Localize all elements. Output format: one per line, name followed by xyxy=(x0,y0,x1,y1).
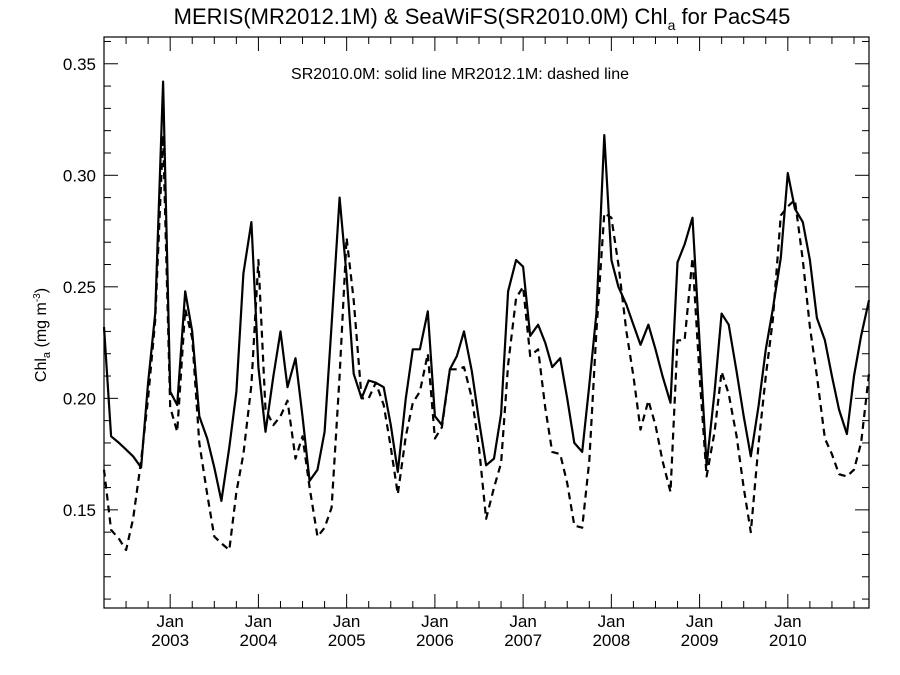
x-tick-month: Jan xyxy=(333,612,360,631)
y-tick-labels: 0.15 0.20 0.25 0.30 0.35 xyxy=(63,55,96,520)
x-tick-year: 2006 xyxy=(416,631,454,650)
x-tick-year: 2005 xyxy=(328,631,366,650)
x-tick-year: 2010 xyxy=(769,631,807,650)
x-tick-month: Jan xyxy=(598,612,625,631)
x-tick-month: Jan xyxy=(686,612,713,631)
x-tick-month: Jan xyxy=(245,612,272,631)
x-tick-month: Jan xyxy=(421,612,448,631)
x-tick-month: Jan xyxy=(156,612,183,631)
legend-annotation: SR2010.0M: solid line MR2012.1M: dashed … xyxy=(291,66,629,83)
x-tick-labels: Jan2003Jan2004Jan2005Jan2006Jan2007Jan20… xyxy=(151,612,806,650)
x-tick-year: 2007 xyxy=(504,631,542,650)
axis-ticks xyxy=(103,37,869,608)
series-line-dashed xyxy=(102,134,871,552)
plot-frame xyxy=(103,36,870,609)
y-tick-label: 0.15 xyxy=(63,501,96,520)
x-tick-month: Jan xyxy=(774,612,801,631)
x-tick-month: Jan xyxy=(509,612,536,631)
y-axis-label: Chla (mg m-3) xyxy=(32,288,53,382)
chart-title: MERIS(MR2012.1M) & SeaWiFS(SR2010.0M) Ch… xyxy=(174,4,791,33)
y-tick-label: 0.20 xyxy=(63,389,96,408)
y-tick-label: 0.30 xyxy=(63,166,96,185)
series-line-solid xyxy=(102,80,871,502)
x-tick-year: 2008 xyxy=(592,631,630,650)
y-tick-label: 0.35 xyxy=(63,55,96,74)
x-tick-year: 2003 xyxy=(151,631,189,650)
y-tick-label: 0.25 xyxy=(63,278,96,297)
x-tick-year: 2004 xyxy=(239,631,277,650)
x-tick-year: 2009 xyxy=(681,631,719,650)
series-lines xyxy=(102,80,871,552)
